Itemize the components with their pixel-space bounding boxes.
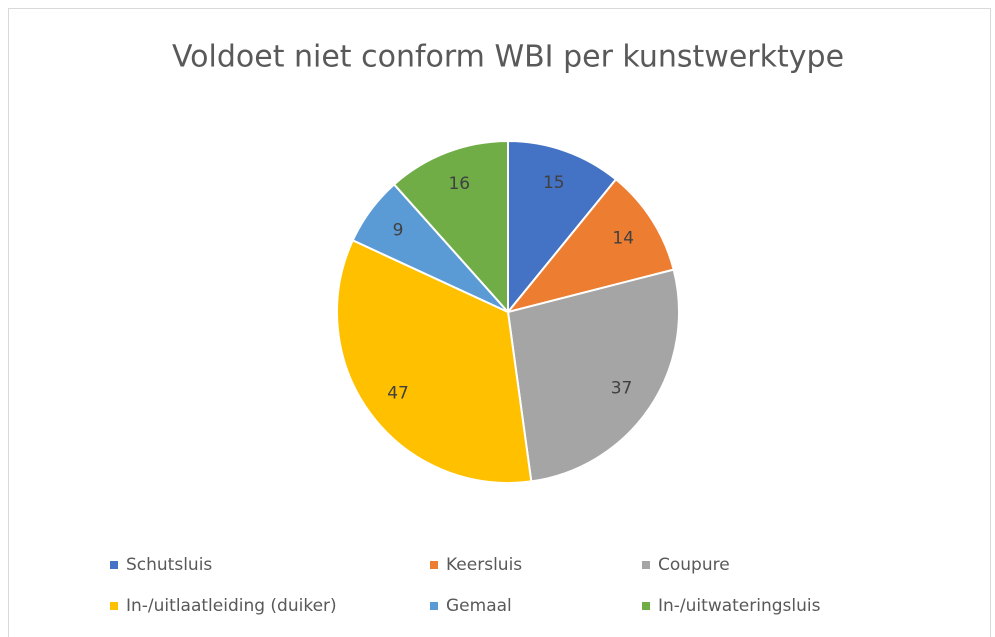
legend-swatch bbox=[430, 561, 438, 569]
pie-slice bbox=[505, 177, 675, 314]
chart-title: Voldoet niet conform WBI per kunstwerkty… bbox=[172, 40, 844, 75]
legend-swatch bbox=[110, 602, 118, 610]
data-label: 9 bbox=[393, 221, 404, 241]
data-label: 47 bbox=[387, 383, 409, 403]
data-label: 16 bbox=[448, 174, 470, 194]
pie-slice bbox=[506, 268, 680, 483]
legend-swatch bbox=[430, 602, 438, 610]
pie-slice bbox=[507, 139, 618, 315]
legend-label: In-/uitwateringsluis bbox=[658, 596, 821, 616]
data-label: 14 bbox=[612, 228, 634, 248]
legend-label: In-/uitlaatleiding (duiker) bbox=[126, 596, 337, 616]
legend-label: Keersluis bbox=[446, 555, 522, 575]
legend-label: Schutsluis bbox=[126, 555, 212, 575]
legend-swatch bbox=[110, 561, 118, 569]
pie-slice bbox=[392, 139, 509, 315]
data-label: 15 bbox=[543, 173, 565, 193]
legend-label: Coupure bbox=[658, 555, 730, 575]
legend-label: Gemaal bbox=[446, 596, 512, 616]
legend-swatch bbox=[642, 561, 650, 569]
legend-swatch bbox=[642, 602, 650, 610]
data-label: 37 bbox=[611, 378, 633, 398]
